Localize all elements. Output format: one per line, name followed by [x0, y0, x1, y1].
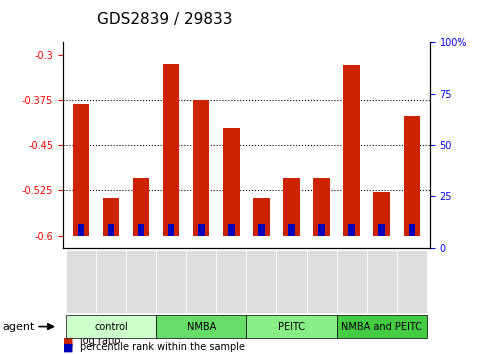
Bar [163, 64, 179, 236]
Bar [198, 224, 204, 236]
Text: control: control [94, 321, 128, 332]
Bar [223, 128, 240, 236]
Bar [409, 224, 415, 236]
Bar [288, 224, 295, 236]
Text: GDS2839 / 29833: GDS2839 / 29833 [97, 12, 232, 27]
Bar [103, 198, 119, 236]
Text: NMBA and PEITC: NMBA and PEITC [341, 321, 422, 332]
Bar [193, 101, 210, 236]
Bar [228, 224, 235, 236]
Text: agent: agent [2, 321, 35, 332]
Text: NMBA: NMBA [186, 321, 216, 332]
Text: ■: ■ [63, 336, 73, 346]
Text: PEITC: PEITC [278, 321, 305, 332]
Bar [378, 224, 385, 236]
Text: log ratio: log ratio [80, 336, 120, 346]
Bar [313, 178, 330, 236]
Bar [258, 224, 265, 236]
Bar [348, 224, 355, 236]
Bar [283, 178, 300, 236]
Bar [138, 224, 144, 236]
Bar [78, 224, 84, 236]
Bar [108, 224, 114, 236]
Bar [403, 116, 420, 236]
Bar [72, 104, 89, 236]
Bar [168, 224, 174, 236]
Bar [318, 224, 325, 236]
Bar [133, 178, 149, 236]
Text: ■: ■ [63, 342, 73, 352]
Bar [373, 192, 390, 236]
Bar [253, 198, 270, 236]
Bar [343, 65, 360, 236]
Text: percentile rank within the sample: percentile rank within the sample [80, 342, 245, 352]
